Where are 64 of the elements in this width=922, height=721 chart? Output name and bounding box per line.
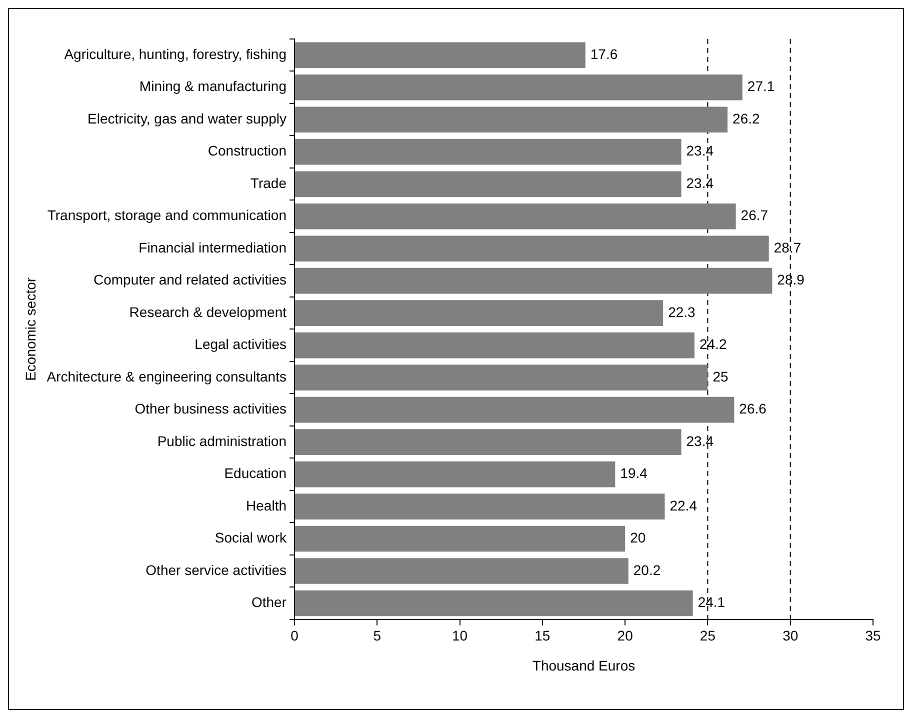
data-label: 23.4 bbox=[686, 174, 714, 191]
x-tick-label: 10 bbox=[452, 628, 468, 644]
data-label: 25 bbox=[712, 368, 728, 384]
data-label: 22.4 bbox=[670, 497, 698, 514]
data-label: 24.1 bbox=[698, 594, 726, 610]
x-tick-label: 20 bbox=[617, 628, 634, 644]
data-label: 26.2 bbox=[732, 110, 760, 126]
x-tick-label: 0 bbox=[290, 628, 299, 644]
bar bbox=[294, 526, 626, 552]
y-tick-label: Agriculture, hunting, forestry, fishing bbox=[64, 46, 286, 62]
y-tick-label: Social work bbox=[214, 530, 288, 546]
data-label: 23.4 bbox=[686, 142, 714, 159]
data-label: 24.2 bbox=[699, 336, 727, 352]
x-tick-label: 30 bbox=[782, 628, 798, 644]
bar bbox=[294, 429, 682, 455]
y-tick-label: Construction bbox=[208, 142, 286, 159]
y-tick-label: Architecture & engineering consultants bbox=[46, 368, 286, 384]
data-label: 20 bbox=[630, 530, 646, 546]
x-tick-label: 5 bbox=[373, 628, 382, 644]
bar bbox=[294, 106, 728, 133]
bar bbox=[294, 171, 682, 197]
data-label: 28.9 bbox=[777, 272, 805, 288]
y-tick-label: Mining & manufacturing bbox=[139, 78, 286, 94]
bar bbox=[294, 590, 693, 616]
bar bbox=[294, 332, 694, 358]
data-label: 20.2 bbox=[633, 562, 661, 578]
bar bbox=[294, 268, 772, 294]
data-label: 28.7 bbox=[774, 239, 802, 256]
x-tick-label: 25 bbox=[700, 628, 716, 644]
bar bbox=[294, 236, 769, 262]
data-label: 27.1 bbox=[747, 78, 775, 94]
y-tick-label: Other service activities bbox=[146, 562, 286, 578]
y-tick-label: Transport, storage and communication bbox=[47, 207, 286, 224]
bar bbox=[294, 494, 665, 520]
y-tick-label: Financial intermediation bbox=[138, 239, 286, 256]
y-tick-label: Health bbox=[246, 497, 286, 514]
x-axis-title: Thousand Euros bbox=[532, 657, 636, 674]
x-tick-label: 35 bbox=[865, 628, 881, 644]
bar bbox=[294, 74, 742, 100]
data-label: 22.3 bbox=[668, 304, 696, 320]
data-label: 26.7 bbox=[740, 207, 768, 224]
y-tick-label: Education bbox=[224, 465, 286, 482]
bar bbox=[294, 138, 682, 165]
bar bbox=[294, 364, 708, 390]
bar bbox=[294, 461, 616, 488]
bar bbox=[294, 203, 736, 230]
bar bbox=[294, 396, 734, 423]
data-label: 17.6 bbox=[590, 46, 618, 62]
data-label: 19.4 bbox=[620, 465, 648, 482]
data-label: 26.6 bbox=[739, 400, 767, 417]
y-tick-label: Legal activities bbox=[194, 336, 286, 352]
x-tick-label: 15 bbox=[534, 628, 550, 644]
y-tick-label: Electricity, gas and water supply bbox=[88, 110, 286, 126]
bar bbox=[294, 558, 628, 584]
y-tick-label: Other bbox=[251, 594, 287, 610]
y-tick-label: Trade bbox=[250, 174, 287, 191]
y-tick-label: Other business activities bbox=[134, 400, 286, 417]
bar bbox=[294, 42, 586, 68]
y-axis-title: Economic sector bbox=[22, 277, 38, 381]
data-label: 23.4 bbox=[686, 432, 714, 449]
bar bbox=[294, 300, 664, 326]
y-tick-label: Public administration bbox=[157, 432, 286, 449]
y-tick-label: Computer and related activities bbox=[93, 272, 286, 288]
y-tick-label: Research & development bbox=[129, 304, 287, 320]
